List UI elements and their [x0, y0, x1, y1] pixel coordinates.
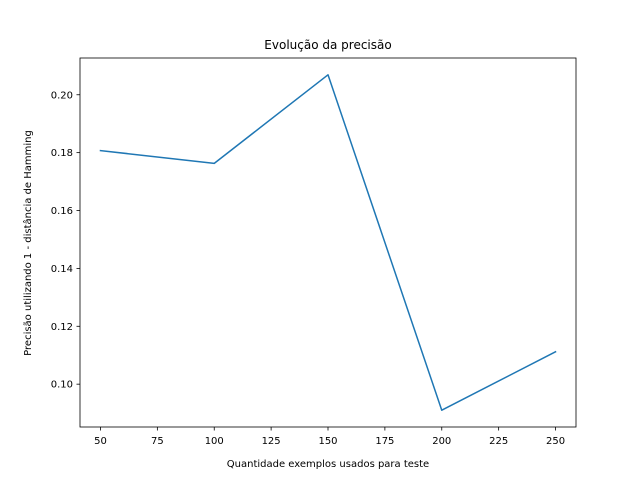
x-tick-label: 200	[432, 436, 451, 447]
x-tick-label: 250	[546, 436, 565, 447]
y-axis-label: Precisão utilizando 1 - distância de Ham…	[22, 130, 34, 356]
y-tick-label: 0.14	[51, 264, 73, 275]
y-tick-label: 0.16	[51, 206, 73, 217]
y-tick-label: 0.20	[51, 90, 73, 101]
chart-title: Evolução da precisão	[264, 38, 391, 52]
x-axis-label: Quantidade exemplos usados para teste	[227, 459, 429, 470]
plot-area: 50 75 100 125 150 175 200 225 250 0.10 0.12 0.14 0.1…	[51, 57, 577, 447]
y-tick-label: 0.12	[51, 322, 73, 333]
x-tick-label: 225	[489, 436, 508, 447]
series-line-0	[99, 74, 557, 411]
x-tick-label: 50	[94, 436, 107, 447]
x-tick-label: 125	[262, 436, 281, 447]
y-tick-label: 0.10	[51, 380, 73, 391]
x-tick-label: 75	[151, 436, 164, 447]
y-tick-label: 0.18	[51, 148, 73, 159]
x-tick-label: 175	[375, 436, 394, 447]
x-tick-label: 100	[205, 436, 224, 447]
x-tick-label: 150	[318, 436, 337, 447]
